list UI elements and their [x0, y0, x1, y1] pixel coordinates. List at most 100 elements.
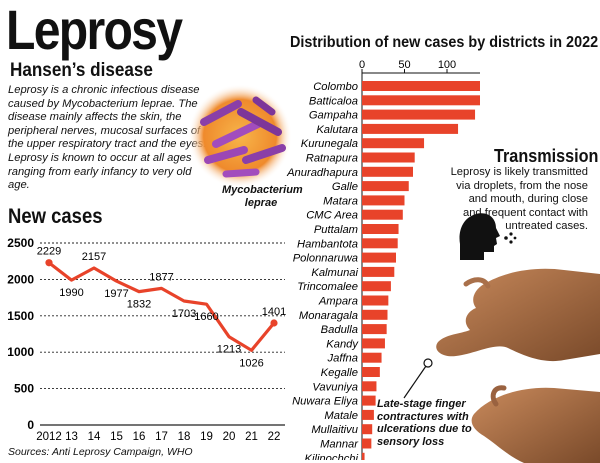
bar-14: [362, 281, 391, 292]
category-label-24: Mullaitivu: [311, 424, 358, 436]
category-label-10: Puttalam: [314, 224, 358, 236]
category-label-7: Galle: [332, 181, 358, 193]
y-tick-label-4: 2000: [7, 272, 34, 286]
bar-1: [362, 95, 480, 106]
series-line: [48, 261, 276, 352]
category-label-6: Anuradhapura: [286, 167, 358, 179]
bar-19: [362, 352, 382, 363]
x-tick-label-1: 50: [398, 60, 410, 71]
category-label-8: Matara: [323, 195, 358, 207]
bar-10: [362, 224, 399, 234]
x-tick-label-9: 21: [245, 431, 258, 443]
bar-4: [362, 138, 425, 149]
category-label-21: Vavuniya: [312, 381, 358, 393]
x-tick-label-0: 0: [359, 60, 365, 71]
category-label-2: Gampaha: [309, 110, 358, 122]
bar-26: [362, 452, 365, 460]
data-label-9: 1026: [239, 357, 263, 369]
y-tick-label-3: 1500: [7, 309, 34, 323]
x-tick-label-10: 22: [268, 431, 281, 443]
data-label-7: 1660: [194, 311, 218, 323]
bar-chart: 050100150200ColomboBatticaloaGampahaKalu…: [286, 60, 480, 460]
data-label-0: 2229: [37, 246, 61, 258]
bar-8: [362, 195, 405, 206]
category-label-14: Trincomalee: [297, 281, 358, 293]
x-tick-label-7: 19: [200, 431, 213, 443]
category-label-17: Badulla: [321, 324, 358, 336]
bar-0: [362, 81, 480, 91]
bar-5: [362, 152, 415, 163]
x-tick-label-2: 14: [88, 431, 101, 443]
bar-11: [362, 238, 398, 249]
category-label-25: Mannar: [320, 439, 359, 451]
data-label-6: 1703: [172, 308, 196, 320]
bar-chart-title: Distribution of new cases by districts i…: [290, 34, 599, 51]
data-label-3: 1977: [104, 288, 128, 300]
intro-text: Leprosy is a chronic infectious disease …: [8, 84, 207, 192]
bar-21: [362, 381, 377, 392]
y-tick-label-5: 2500: [7, 236, 34, 250]
x-tick-label-6: 18: [178, 431, 191, 443]
coughing-head-icon: [459, 213, 517, 260]
source-note: Sources: Anti Leprosy Campaign, WHO: [8, 446, 193, 458]
transmission-title: Transmission: [494, 146, 599, 166]
data-point-0: [45, 259, 53, 267]
category-label-13: Kalmunai: [311, 267, 358, 279]
category-label-23: Matale: [324, 410, 358, 422]
data-label-5: 1877: [149, 271, 173, 283]
category-label-11: Hambantota: [297, 238, 358, 250]
data-label-1: 1990: [59, 287, 83, 299]
category-label-9: CMC Area: [306, 210, 358, 222]
bar-22: [362, 395, 376, 406]
bar-13: [362, 266, 395, 277]
bar-25: [362, 438, 372, 449]
bar-3: [362, 123, 459, 134]
bar-23: [362, 409, 374, 420]
x-tick-label-3: 15: [110, 431, 123, 443]
category-label-1: Batticaloa: [309, 95, 358, 107]
bacteria-illustration: [188, 84, 292, 188]
category-label-3: Kalutara: [316, 124, 358, 136]
bar-12: [362, 252, 396, 263]
data-label-8: 1213: [217, 344, 241, 356]
caption-pointer: [403, 358, 433, 399]
bar-24: [362, 424, 373, 435]
page-subtitle: Hansen’s disease: [10, 60, 153, 81]
x-tick-label-8: 20: [223, 431, 236, 443]
bar-2: [362, 109, 476, 120]
transmission-text: Leprosy is likely transmitted via drople…: [450, 166, 588, 233]
bar-18: [362, 338, 385, 349]
line-chart-title: New cases: [8, 205, 103, 228]
hands-caption: Late-stage finger contractures with ulce…: [377, 398, 472, 448]
category-label-19: Jaffna: [327, 353, 358, 365]
category-label-16: Monaragala: [299, 310, 358, 322]
bar-7: [362, 181, 409, 192]
category-label-0: Colombo: [313, 81, 358, 93]
category-label-22: Nuwara Eliya: [292, 396, 358, 408]
bar-20: [362, 367, 380, 377]
data-label-2: 2157: [82, 251, 106, 263]
x-tick-label-2: 100: [438, 60, 456, 71]
category-label-5: Ratnapura: [306, 153, 358, 165]
bar-15: [362, 295, 389, 306]
bar-6: [362, 166, 413, 177]
bar-9: [362, 209, 403, 220]
data-label-10: 1401: [262, 306, 286, 318]
hands-illustration: [436, 268, 600, 463]
x-tick-label-5: 17: [155, 431, 168, 443]
data-point-10: [270, 319, 278, 327]
category-label-12: Polonnaruwa: [293, 253, 358, 265]
bar-16: [362, 309, 388, 320]
x-tick-label-1: 13: [65, 431, 78, 443]
category-label-20: Kegalle: [321, 367, 358, 379]
x-tick-label-0: 2012: [36, 431, 62, 443]
data-label-4: 1832: [127, 299, 151, 311]
x-tick-label-4: 16: [133, 431, 146, 443]
page-title: Leprosy: [6, 0, 183, 61]
y-tick-label-0: 0: [27, 418, 34, 432]
category-label-15: Ampara: [318, 296, 358, 308]
category-label-4: Kurunegala: [301, 138, 358, 150]
category-label-26: Kilinochchi: [305, 453, 359, 460]
bar-17: [362, 324, 387, 335]
